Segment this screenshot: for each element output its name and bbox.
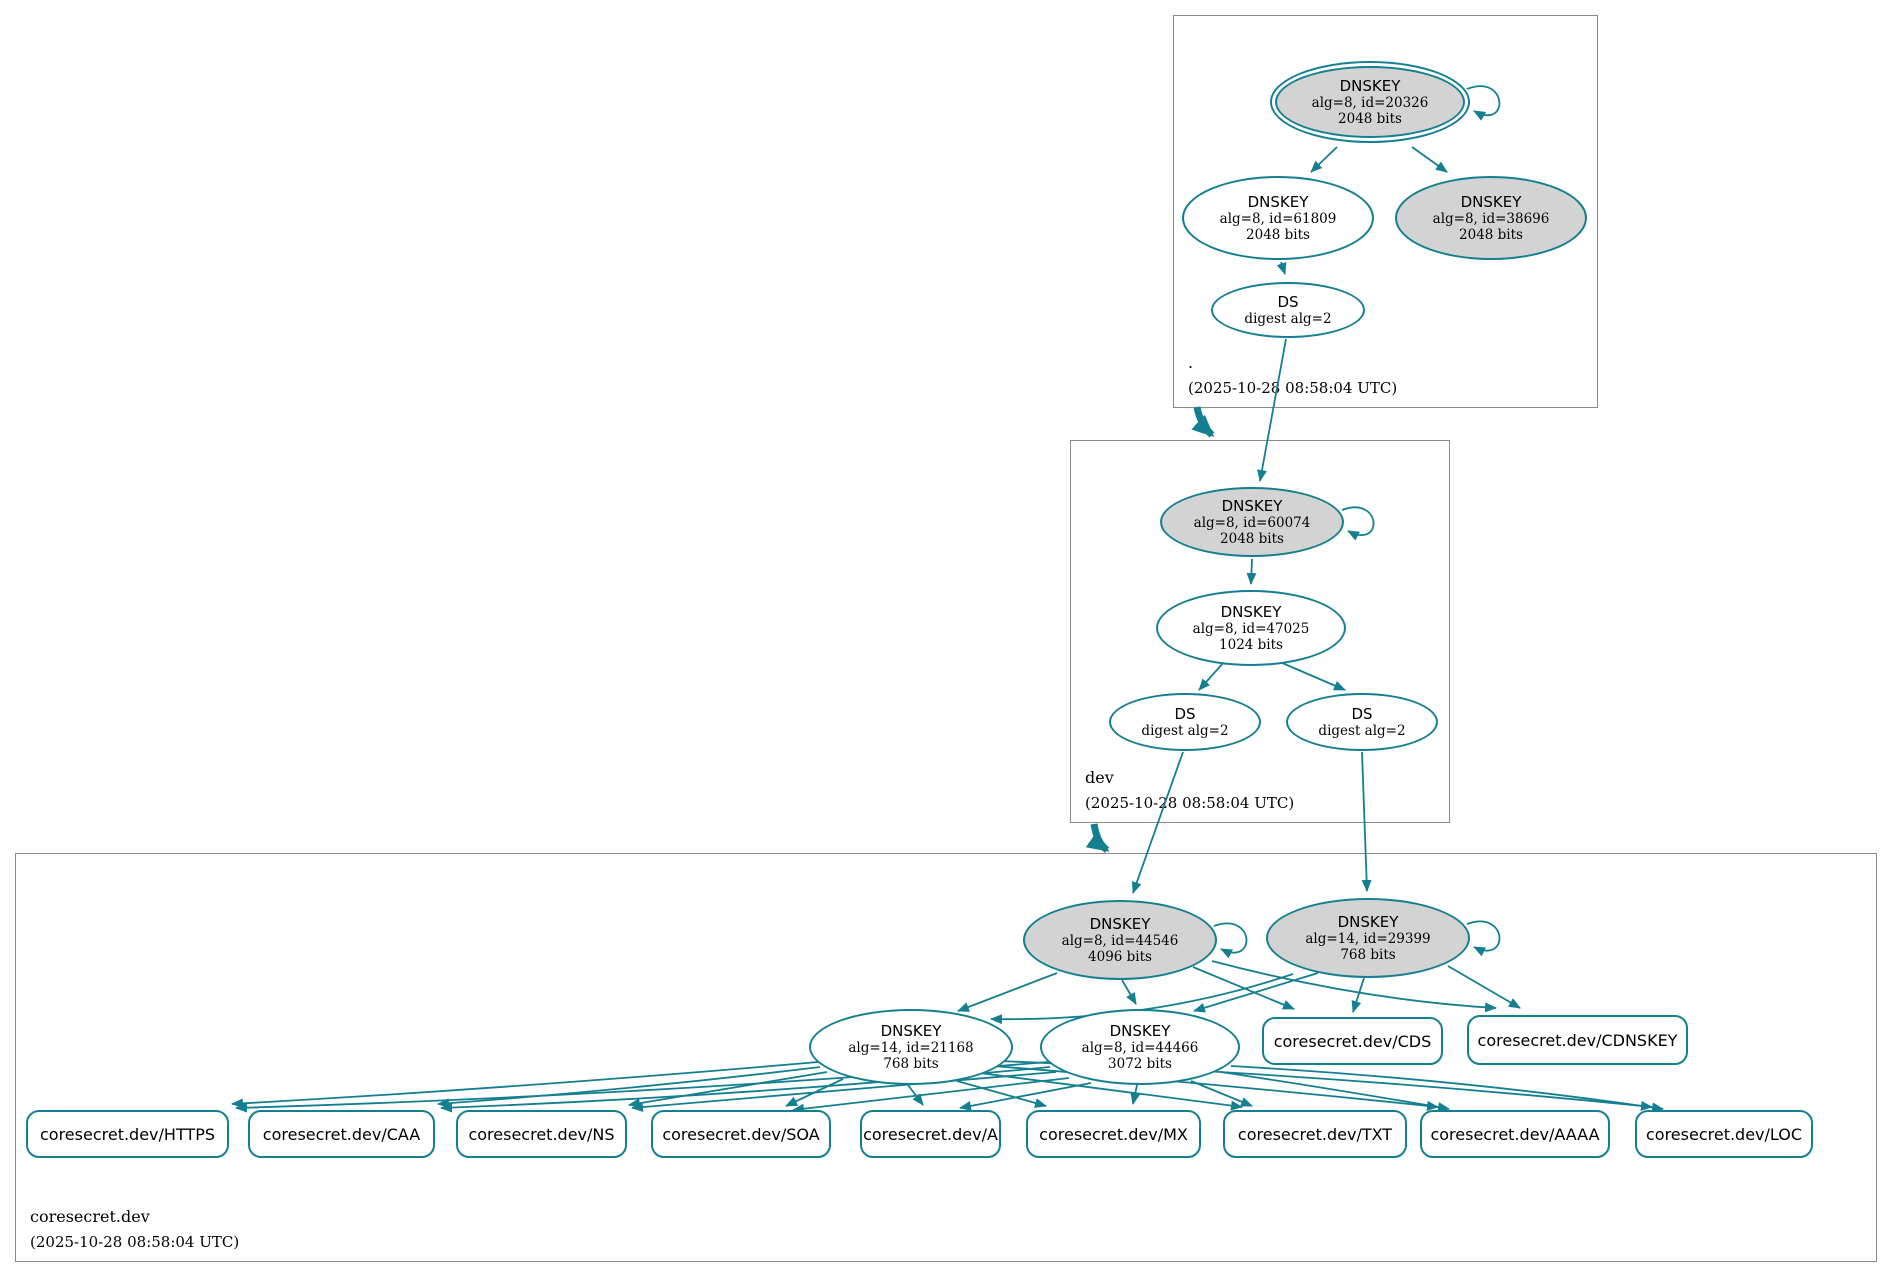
node-detail: alg=8, id=47025 <box>1192 620 1310 637</box>
node-title: DS <box>1277 292 1299 311</box>
node-bits: 2048 bits <box>1246 226 1310 243</box>
node-title: DNSKEY <box>1089 914 1151 933</box>
node-title: DS <box>1351 704 1373 723</box>
zone-box-coresecret-dev: coresecret.dev (2025-10-28 08:58:04 UTC) <box>15 853 1877 1262</box>
ds-node-dev-2: DS digest alg=2 <box>1286 693 1438 751</box>
node-detail: alg=8, id=20326 <box>1311 94 1429 111</box>
zone-label-dev: dev <box>1085 768 1114 787</box>
node-title: DNSKEY <box>1109 1021 1171 1040</box>
node-bits: 768 bits <box>1340 946 1396 963</box>
node-bits: 2048 bits <box>1338 110 1402 127</box>
dnskey-node-47025: DNSKEY alg=8, id=47025 1024 bits <box>1156 590 1346 666</box>
node-detail: digest alg=2 <box>1244 310 1332 327</box>
rrset-box-mx: coresecret.dev/MX <box>1026 1110 1201 1158</box>
dnskey-node-29399: DNSKEY alg=14, id=29399 768 bits <box>1266 898 1470 978</box>
ds-node-root: DS digest alg=2 <box>1211 282 1365 338</box>
zone-timestamp-root: (2025-10-28 08:58:04 UTC) <box>1188 379 1398 397</box>
node-title: DNSKEY <box>1460 192 1522 211</box>
node-detail: alg=8, id=38696 <box>1432 210 1550 227</box>
node-detail: alg=14, id=21168 <box>848 1039 974 1056</box>
node-title: DNSKEY <box>1220 602 1282 621</box>
node-detail: digest alg=2 <box>1318 722 1406 739</box>
zone-timestamp-coresecret-dev: (2025-10-28 08:58:04 UTC) <box>30 1233 240 1251</box>
rrset-box-https: coresecret.dev/HTTPS <box>26 1110 229 1158</box>
rrset-label: coresecret.dev/SOA <box>662 1124 820 1144</box>
node-title: DNSKEY <box>1337 912 1399 931</box>
node-title: DS <box>1174 704 1196 723</box>
rrset-label: coresecret.dev/CDS <box>1273 1031 1432 1051</box>
ds-node-dev-1: DS digest alg=2 <box>1109 693 1261 751</box>
zone-label-root: . <box>1188 353 1194 372</box>
node-detail: alg=8, id=44546 <box>1061 932 1179 949</box>
node-title: DNSKEY <box>1221 496 1283 515</box>
rrset-label: coresecret.dev/A <box>863 1124 998 1144</box>
node-title: DNSKEY <box>1247 192 1309 211</box>
rrset-label: coresecret.dev/CAA <box>262 1124 421 1144</box>
zone-meta-coresecret-dev: coresecret.dev (2025-10-28 08:58:04 UTC) <box>30 1207 239 1251</box>
node-bits: 2048 bits <box>1220 530 1284 547</box>
zone-box-root: . (2025-10-28 08:58:04 UTC) <box>1173 15 1598 408</box>
dnskey-node-38696: DNSKEY alg=8, id=38696 2048 bits <box>1395 176 1587 260</box>
rrset-box-cdnskey: coresecret.dev/CDNSKEY <box>1467 1015 1688 1065</box>
dnskey-node-20326: DNSKEY alg=8, id=20326 2048 bits <box>1270 61 1470 143</box>
rrset-box-soa: coresecret.dev/SOA <box>651 1110 831 1158</box>
dnskey-node-60074: DNSKEY alg=8, id=60074 2048 bits <box>1160 487 1344 557</box>
node-bits: 2048 bits <box>1459 226 1523 243</box>
rrset-box-cds: coresecret.dev/CDS <box>1262 1017 1443 1065</box>
node-bits: 1024 bits <box>1219 636 1283 653</box>
rrset-label: coresecret.dev/CDNSKEY <box>1477 1030 1678 1050</box>
node-bits: 768 bits <box>883 1055 939 1072</box>
rrset-box-ns: coresecret.dev/NS <box>456 1110 627 1158</box>
node-title: DNSKEY <box>1339 76 1401 95</box>
rrset-label: coresecret.dev/AAAA <box>1430 1124 1600 1144</box>
rrset-box-caa: coresecret.dev/CAA <box>248 1110 435 1158</box>
zone-label-coresecret-dev: coresecret.dev <box>30 1207 150 1226</box>
rrset-box-loc: coresecret.dev/LOC <box>1635 1110 1813 1158</box>
node-bits: 4096 bits <box>1088 948 1152 965</box>
rrset-box-txt: coresecret.dev/TXT <box>1223 1110 1407 1158</box>
dnskey-node-61809: DNSKEY alg=8, id=61809 2048 bits <box>1182 176 1374 260</box>
rrset-box-aaaa: coresecret.dev/AAAA <box>1420 1110 1610 1158</box>
zone-meta-root: . (2025-10-28 08:58:04 UTC) <box>1188 353 1397 397</box>
dnskey-node-20326-inner: DNSKEY alg=8, id=20326 2048 bits <box>1275 66 1465 138</box>
node-bits: 3072 bits <box>1108 1055 1172 1072</box>
node-detail: alg=8, id=44466 <box>1081 1039 1199 1056</box>
rrset-label: coresecret.dev/MX <box>1039 1124 1188 1144</box>
rrset-label: coresecret.dev/TXT <box>1237 1124 1393 1144</box>
dnskey-node-44546: DNSKEY alg=8, id=44546 4096 bits <box>1023 900 1217 980</box>
node-detail: alg=8, id=60074 <box>1193 514 1311 531</box>
rrset-label: coresecret.dev/NS <box>468 1124 615 1144</box>
rrset-box-a: coresecret.dev/A <box>860 1110 1001 1158</box>
dnskey-node-44466: DNSKEY alg=8, id=44466 3072 bits <box>1040 1009 1240 1085</box>
rrset-label: coresecret.dev/LOC <box>1645 1124 1803 1144</box>
zone-meta-dev: dev (2025-10-28 08:58:04 UTC) <box>1085 768 1294 812</box>
node-title: DNSKEY <box>880 1021 942 1040</box>
node-detail: alg=8, id=61809 <box>1219 210 1337 227</box>
node-detail: digest alg=2 <box>1141 722 1229 739</box>
dnskey-node-21168: DNSKEY alg=14, id=21168 768 bits <box>809 1009 1013 1085</box>
node-detail: alg=14, id=29399 <box>1305 930 1431 947</box>
rrset-label: coresecret.dev/HTTPS <box>39 1124 216 1144</box>
zone-timestamp-dev: (2025-10-28 08:58:04 UTC) <box>1085 794 1295 812</box>
